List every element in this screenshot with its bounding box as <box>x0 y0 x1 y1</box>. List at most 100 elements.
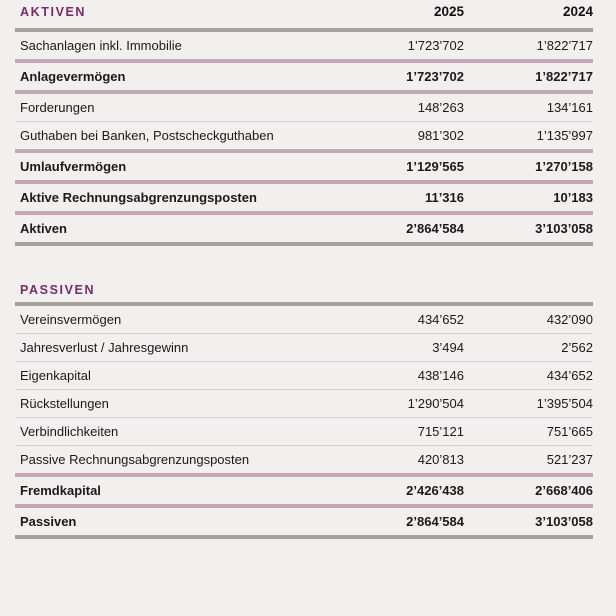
rule-med-pink <box>15 211 593 215</box>
row-value-year-current: 11’316 <box>424 189 464 205</box>
table-row: Vereinsvermögen 434’652 432’090 <box>15 306 593 333</box>
rule-thin-pink <box>15 445 593 446</box>
row-value-year-previous: 1’135’997 <box>536 127 593 143</box>
row-label: Guthaben bei Banken, Postscheckguthaben <box>20 127 274 143</box>
aktiven-rule-6 <box>15 211 593 215</box>
table-row: Passiven 2’864’584 3’103’058 <box>15 508 593 535</box>
row-value-year-previous: 1’395’504 <box>536 395 593 411</box>
passiven-bottom-rule-cell <box>15 535 593 539</box>
aktiven-rule-6-cell <box>15 211 593 215</box>
row-label: Jahresverlust / Jahresgewinn <box>20 339 189 355</box>
row-label: Forderungen <box>20 99 95 115</box>
aktiven-rule-1 <box>15 59 593 63</box>
passiven-rule-5-cell <box>15 445 593 446</box>
aktiven-rule-5 <box>15 180 593 184</box>
aktiven-table-body: Sachanlagen inkl. Immobilie 1’723’702 1’82… <box>15 32 593 246</box>
aktiven-rule-3-cell <box>15 121 593 122</box>
row-value-year-current: 438’146 <box>417 367 464 383</box>
passiven-rule-6 <box>15 473 593 477</box>
row-label: Rückstellungen <box>20 395 109 411</box>
passiven-rule-7 <box>15 504 593 508</box>
row-value-year-current: 981’302 <box>417 127 464 143</box>
aktiven-rule-3 <box>15 121 593 122</box>
row-value-year-current: 715’121 <box>417 423 464 439</box>
table-row: Eigenkapital 438’146 434’652 <box>15 362 593 389</box>
aktiven-top-rule-row <box>15 28 593 32</box>
row-value-year-current: 1’723’702 <box>406 68 464 84</box>
passiven-section-title: PASSIVEN <box>20 283 96 297</box>
row-label: Aktiven <box>20 220 67 236</box>
passiven-rule-1 <box>15 333 593 334</box>
passiven-rule-4-cell <box>15 417 593 418</box>
rule-med-pink <box>15 59 593 63</box>
row-label: Verbindlichkeiten <box>20 423 119 439</box>
passiven-section: PASSIVEN Vereinsvermögen 434’652 432’090 Ja… <box>0 276 616 539</box>
aktiven-table: AKTIVEN 2025 2024 Sachanlagen inkl. Immo… <box>15 0 593 246</box>
row-value-year-previous: 10’183 <box>553 189 593 205</box>
passiven-top-rule-row <box>15 302 593 306</box>
rule-med-pink <box>15 473 593 477</box>
rule-thick-gray <box>15 535 593 539</box>
row-value-year-previous: 3’103’058 <box>535 513 593 529</box>
table-row: Rückstellungen 1’290’504 1’395’504 <box>15 390 593 417</box>
rule-thick-gray <box>15 28 593 32</box>
row-value-year-current: 2’864’584 <box>406 513 464 529</box>
row-label: Eigenkapital <box>20 367 91 383</box>
aktiven-rule-1-cell <box>15 59 593 63</box>
rule-thin-pink <box>15 389 593 390</box>
rule-med-pink <box>15 504 593 508</box>
row-label: Passive Rechnungsabgrenzungsposten <box>20 451 250 467</box>
rule-thin-pink <box>15 417 593 418</box>
row-value-year-current: 420’813 <box>417 451 464 467</box>
column-header-year-previous: 2024 <box>562 4 593 19</box>
rule-med-pink <box>15 180 593 184</box>
row-value-year-current: 1’290’504 <box>407 395 464 411</box>
table-row: Fremdkapital 2’426’438 2’668’406 <box>15 477 593 504</box>
aktiven-rule-2 <box>15 90 593 94</box>
row-label: Sachanlagen inkl. Immobilie <box>20 37 182 53</box>
passiven-rule-3 <box>15 389 593 390</box>
aktiven-section-title: AKTIVEN <box>20 5 87 19</box>
row-value-year-previous: 134’161 <box>546 99 593 115</box>
row-value-year-previous: 751’665 <box>546 423 593 439</box>
aktiven-rule-4-cell <box>15 149 593 153</box>
passiven-table: Vereinsvermögen 434’652 432’090 Jahresverlu… <box>15 302 593 539</box>
section-gap <box>0 246 616 276</box>
row-value-year-current: 2’864’584 <box>406 220 464 236</box>
row-label: Passiven <box>20 513 77 529</box>
row-value-year-previous: 2’668’406 <box>535 482 593 498</box>
table-row: Passive Rechnungsabgrenzungsposten 420’81… <box>15 446 593 473</box>
passiven-rule-2-cell <box>15 361 593 362</box>
row-value-year-previous: 2’562 <box>561 339 593 355</box>
table-row: Umlaufvermögen 1’129’565 1’270’158 <box>15 153 593 180</box>
aktiven-top-rule-cell <box>15 28 593 32</box>
passiven-rule-1-cell <box>15 333 593 334</box>
row-label: Anlagevermögen <box>20 68 126 84</box>
row-value-year-current: 1’723’702 <box>407 37 464 53</box>
rule-med-pink <box>15 90 593 94</box>
aktiven-rule-5-cell <box>15 180 593 184</box>
rule-thin-pink <box>15 121 593 122</box>
row-value-year-current: 1’129’565 <box>406 158 464 174</box>
table-row: Aktive Rechnungsabgrenzungsposten 11’316 1… <box>15 184 593 211</box>
passiven-rule-2 <box>15 361 593 362</box>
row-value-year-previous: 1’270’158 <box>535 158 593 174</box>
row-value-year-previous: 432’090 <box>546 311 593 327</box>
row-value-year-previous: 3’103’058 <box>535 220 593 236</box>
table-row: Sachanlagen inkl. Immobilie 1’723’702 1’82… <box>15 32 593 59</box>
row-value-year-current: 3’494 <box>432 339 464 355</box>
row-value-year-previous: 1’822’717 <box>535 68 593 84</box>
aktiven-bottom-rule-cell <box>15 242 593 246</box>
table-row: Jahresverlust / Jahresgewinn 3’494 2’562 <box>15 334 593 361</box>
passiven-bottom-rule <box>15 535 593 539</box>
aktiven-rule-4 <box>15 149 593 153</box>
rule-thick-gray <box>15 302 593 306</box>
passiven-rule-7-cell <box>15 504 593 508</box>
row-label: Fremdkapital <box>20 482 101 498</box>
rule-thin-pink <box>15 333 593 334</box>
rule-thin-pink <box>15 361 593 362</box>
aktiven-bottom-rule <box>15 242 593 246</box>
passiven-rule-4 <box>15 417 593 418</box>
passiven-table-body: Vereinsvermögen 434’652 432’090 Jahresverlu… <box>15 306 593 539</box>
